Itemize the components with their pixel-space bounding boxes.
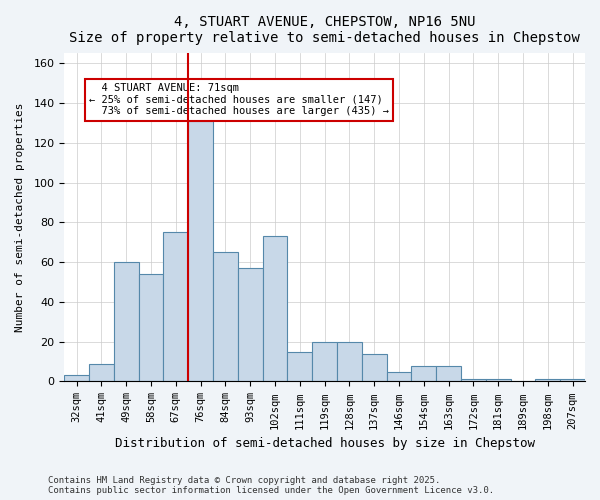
Bar <box>386 372 412 382</box>
Bar <box>64 376 89 382</box>
Bar <box>362 354 386 382</box>
Bar <box>163 232 188 382</box>
Bar <box>436 366 461 382</box>
Bar <box>461 380 486 382</box>
Bar <box>188 121 213 382</box>
Bar <box>412 366 436 382</box>
Bar <box>287 352 312 382</box>
Bar <box>213 252 238 382</box>
Bar <box>312 342 337 382</box>
Text: 4 STUART AVENUE: 71sqm
← 25% of semi-detached houses are smaller (147)
  73% of : 4 STUART AVENUE: 71sqm ← 25% of semi-det… <box>89 83 389 116</box>
Bar <box>337 342 362 382</box>
Title: 4, STUART AVENUE, CHEPSTOW, NP16 5NU
Size of property relative to semi-detached : 4, STUART AVENUE, CHEPSTOW, NP16 5NU Siz… <box>69 15 580 45</box>
Bar <box>263 236 287 382</box>
Bar <box>535 380 560 382</box>
Text: Contains HM Land Registry data © Crown copyright and database right 2025.
Contai: Contains HM Land Registry data © Crown c… <box>48 476 494 495</box>
Bar <box>560 380 585 382</box>
Bar <box>89 364 114 382</box>
Y-axis label: Number of semi-detached properties: Number of semi-detached properties <box>15 102 25 332</box>
Bar <box>139 274 163 382</box>
Bar <box>114 262 139 382</box>
X-axis label: Distribution of semi-detached houses by size in Chepstow: Distribution of semi-detached houses by … <box>115 437 535 450</box>
Bar <box>486 380 511 382</box>
Bar <box>238 268 263 382</box>
